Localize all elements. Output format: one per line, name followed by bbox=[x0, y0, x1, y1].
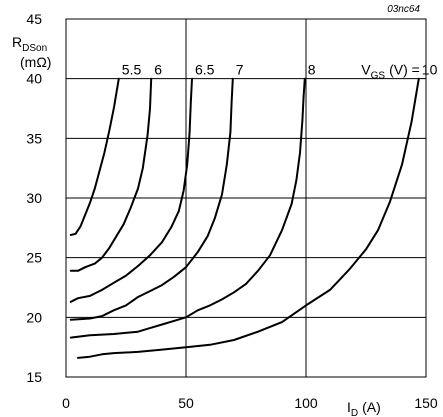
curve-label: 6.5 bbox=[195, 62, 215, 78]
y-axis-symbol: R bbox=[12, 34, 22, 50]
x-tick-label: 100 bbox=[294, 395, 318, 411]
curve-label: 6 bbox=[154, 62, 162, 78]
curve-label: 5.5 bbox=[122, 62, 142, 78]
curve-vgs-10 bbox=[77, 77, 420, 359]
curves bbox=[69, 77, 420, 359]
y-tick-label: 40 bbox=[26, 71, 42, 87]
tick-labels: 15 20 25 30 35 40 45 0 50 100 150 bbox=[26, 11, 437, 411]
x-axis-subscript: D bbox=[351, 408, 358, 417]
curve-label: 7 bbox=[236, 62, 244, 78]
legend-unit: (V) = bbox=[389, 62, 420, 78]
legend-symbol: V bbox=[361, 62, 371, 78]
y-tick-label: 35 bbox=[26, 130, 42, 146]
y-tick-label: 15 bbox=[26, 369, 42, 385]
curve-label: 10 bbox=[422, 62, 438, 78]
y-axis-subscript: DSon bbox=[22, 43, 47, 54]
curve-label: 8 bbox=[308, 62, 316, 78]
figure-id: 03nc64 bbox=[387, 4, 420, 15]
curve-vgs-6 bbox=[69, 77, 153, 272]
x-tick-label: 0 bbox=[62, 395, 70, 411]
x-axis-unit: (A) bbox=[362, 399, 381, 415]
curve-labels: 5.5 6 6.5 7 8 10 bbox=[122, 62, 438, 78]
curve-vgs-8 bbox=[69, 77, 306, 339]
y-axis-title: RDSon (mΩ) bbox=[12, 34, 51, 70]
x-axis-title: ID (A) bbox=[347, 399, 381, 417]
legend-subscript: GS bbox=[371, 71, 386, 82]
x-axis-symbol: I bbox=[347, 399, 351, 415]
legend-title: VGS (V) = bbox=[361, 62, 420, 82]
svg-text:ID(A): ID (A) bbox=[347, 399, 381, 417]
svg-text:RDSon: RDSon bbox=[12, 34, 47, 54]
curve-vgs-7 bbox=[69, 77, 234, 321]
y-axis-unit: (mΩ) bbox=[20, 54, 51, 70]
curve-vgs-5-5 bbox=[69, 77, 120, 236]
y-tick-label: 45 bbox=[26, 11, 42, 27]
x-tick-label: 150 bbox=[414, 395, 438, 411]
curve-vgs-6-5 bbox=[69, 77, 193, 303]
grid bbox=[65, 18, 427, 378]
x-tick-label: 50 bbox=[178, 395, 194, 411]
y-tick-label: 30 bbox=[26, 190, 42, 206]
y-tick-label: 25 bbox=[26, 250, 42, 266]
y-tick-label: 20 bbox=[26, 309, 42, 325]
